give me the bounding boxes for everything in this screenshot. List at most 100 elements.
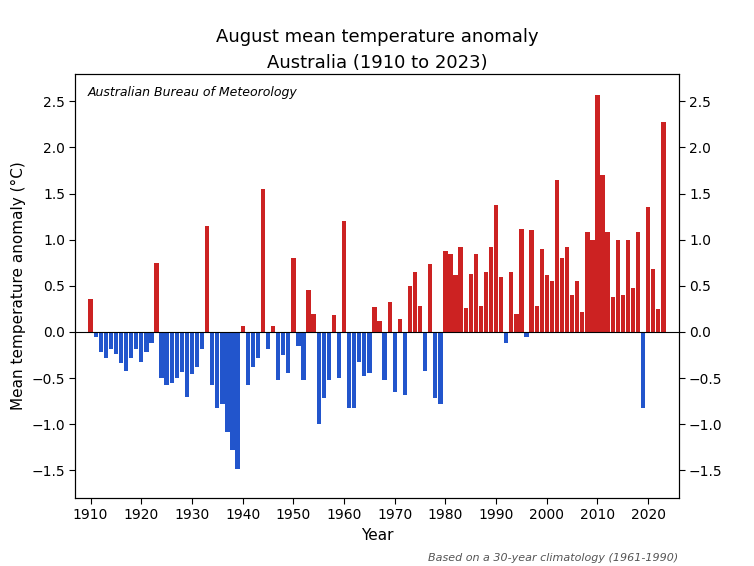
Bar bbox=[540, 249, 544, 332]
Bar bbox=[311, 314, 316, 332]
Bar bbox=[170, 332, 174, 383]
Bar bbox=[479, 306, 483, 332]
Bar bbox=[388, 302, 392, 332]
Bar bbox=[205, 226, 210, 332]
Bar bbox=[489, 247, 493, 332]
Bar bbox=[276, 332, 280, 380]
Bar bbox=[215, 332, 219, 408]
Bar bbox=[291, 258, 296, 332]
Bar bbox=[615, 239, 620, 332]
Bar bbox=[271, 325, 275, 332]
Bar bbox=[636, 232, 640, 332]
Bar bbox=[326, 332, 331, 380]
Bar bbox=[190, 332, 194, 375]
Bar bbox=[139, 332, 143, 362]
Bar bbox=[529, 230, 534, 332]
Bar bbox=[306, 290, 311, 332]
Bar bbox=[114, 332, 118, 354]
Bar bbox=[438, 332, 443, 404]
Bar bbox=[520, 229, 523, 332]
Bar bbox=[342, 221, 346, 332]
Bar bbox=[469, 274, 473, 332]
Bar bbox=[220, 332, 225, 404]
Bar bbox=[656, 309, 661, 332]
Bar bbox=[403, 332, 407, 395]
X-axis label: Year: Year bbox=[360, 528, 394, 543]
Bar bbox=[372, 307, 376, 332]
Bar bbox=[281, 332, 285, 355]
Bar bbox=[250, 332, 255, 367]
Bar bbox=[600, 175, 605, 332]
Bar bbox=[352, 332, 357, 408]
Bar bbox=[413, 272, 417, 332]
Bar bbox=[514, 314, 519, 332]
Bar bbox=[144, 332, 149, 352]
Bar bbox=[509, 272, 513, 332]
Bar bbox=[453, 275, 458, 332]
Bar bbox=[88, 299, 93, 332]
Bar bbox=[296, 332, 301, 346]
Bar bbox=[570, 295, 575, 332]
Bar bbox=[550, 281, 554, 332]
Bar bbox=[631, 288, 635, 332]
Bar bbox=[155, 263, 158, 332]
Bar bbox=[225, 332, 230, 432]
Bar bbox=[474, 254, 478, 332]
Bar bbox=[565, 247, 569, 332]
Bar bbox=[393, 332, 397, 392]
Bar bbox=[484, 272, 488, 332]
Bar bbox=[231, 332, 234, 450]
Bar bbox=[555, 179, 559, 332]
Bar bbox=[646, 207, 651, 332]
Bar bbox=[590, 239, 595, 332]
Bar bbox=[175, 332, 179, 378]
Bar bbox=[332, 315, 336, 332]
Bar bbox=[266, 332, 270, 349]
Text: Australian Bureau of Meteorology: Australian Bureau of Meteorology bbox=[87, 86, 297, 99]
Bar bbox=[317, 332, 321, 424]
Bar bbox=[357, 332, 361, 362]
Bar bbox=[524, 332, 529, 337]
Bar bbox=[585, 232, 590, 332]
Bar bbox=[134, 332, 139, 349]
Bar bbox=[605, 232, 610, 332]
Bar bbox=[149, 332, 154, 343]
Bar bbox=[347, 332, 351, 408]
Text: Based on a 30-year climatology (1961-1990): Based on a 30-year climatology (1961-199… bbox=[428, 553, 679, 563]
Bar bbox=[235, 332, 240, 469]
Bar bbox=[596, 95, 599, 332]
Bar bbox=[423, 332, 428, 371]
Bar bbox=[302, 332, 305, 380]
Bar bbox=[129, 332, 133, 358]
Bar bbox=[651, 269, 655, 332]
Bar bbox=[93, 332, 98, 337]
Bar bbox=[109, 332, 113, 349]
Bar bbox=[397, 319, 402, 332]
Bar bbox=[494, 205, 498, 332]
Bar bbox=[322, 332, 326, 398]
Bar bbox=[119, 332, 123, 363]
Bar bbox=[449, 254, 452, 332]
Text: Australia (1910 to 2023): Australia (1910 to 2023) bbox=[267, 54, 487, 72]
Bar bbox=[443, 251, 448, 332]
Bar bbox=[378, 321, 382, 332]
Bar bbox=[560, 258, 564, 332]
Bar bbox=[580, 312, 584, 332]
Bar bbox=[99, 332, 103, 352]
Bar bbox=[185, 332, 189, 397]
Bar bbox=[626, 239, 630, 332]
Bar bbox=[200, 332, 204, 349]
Bar bbox=[575, 281, 579, 332]
Bar bbox=[661, 122, 666, 332]
Bar bbox=[179, 332, 184, 372]
Bar bbox=[408, 286, 412, 332]
Text: August mean temperature anomaly: August mean temperature anomaly bbox=[216, 28, 538, 46]
Bar bbox=[195, 332, 199, 367]
Bar bbox=[499, 277, 504, 332]
Bar bbox=[544, 275, 549, 332]
Bar bbox=[504, 332, 508, 343]
Bar bbox=[535, 306, 539, 332]
Bar bbox=[241, 327, 245, 332]
Bar bbox=[286, 332, 290, 374]
Bar bbox=[458, 247, 463, 332]
